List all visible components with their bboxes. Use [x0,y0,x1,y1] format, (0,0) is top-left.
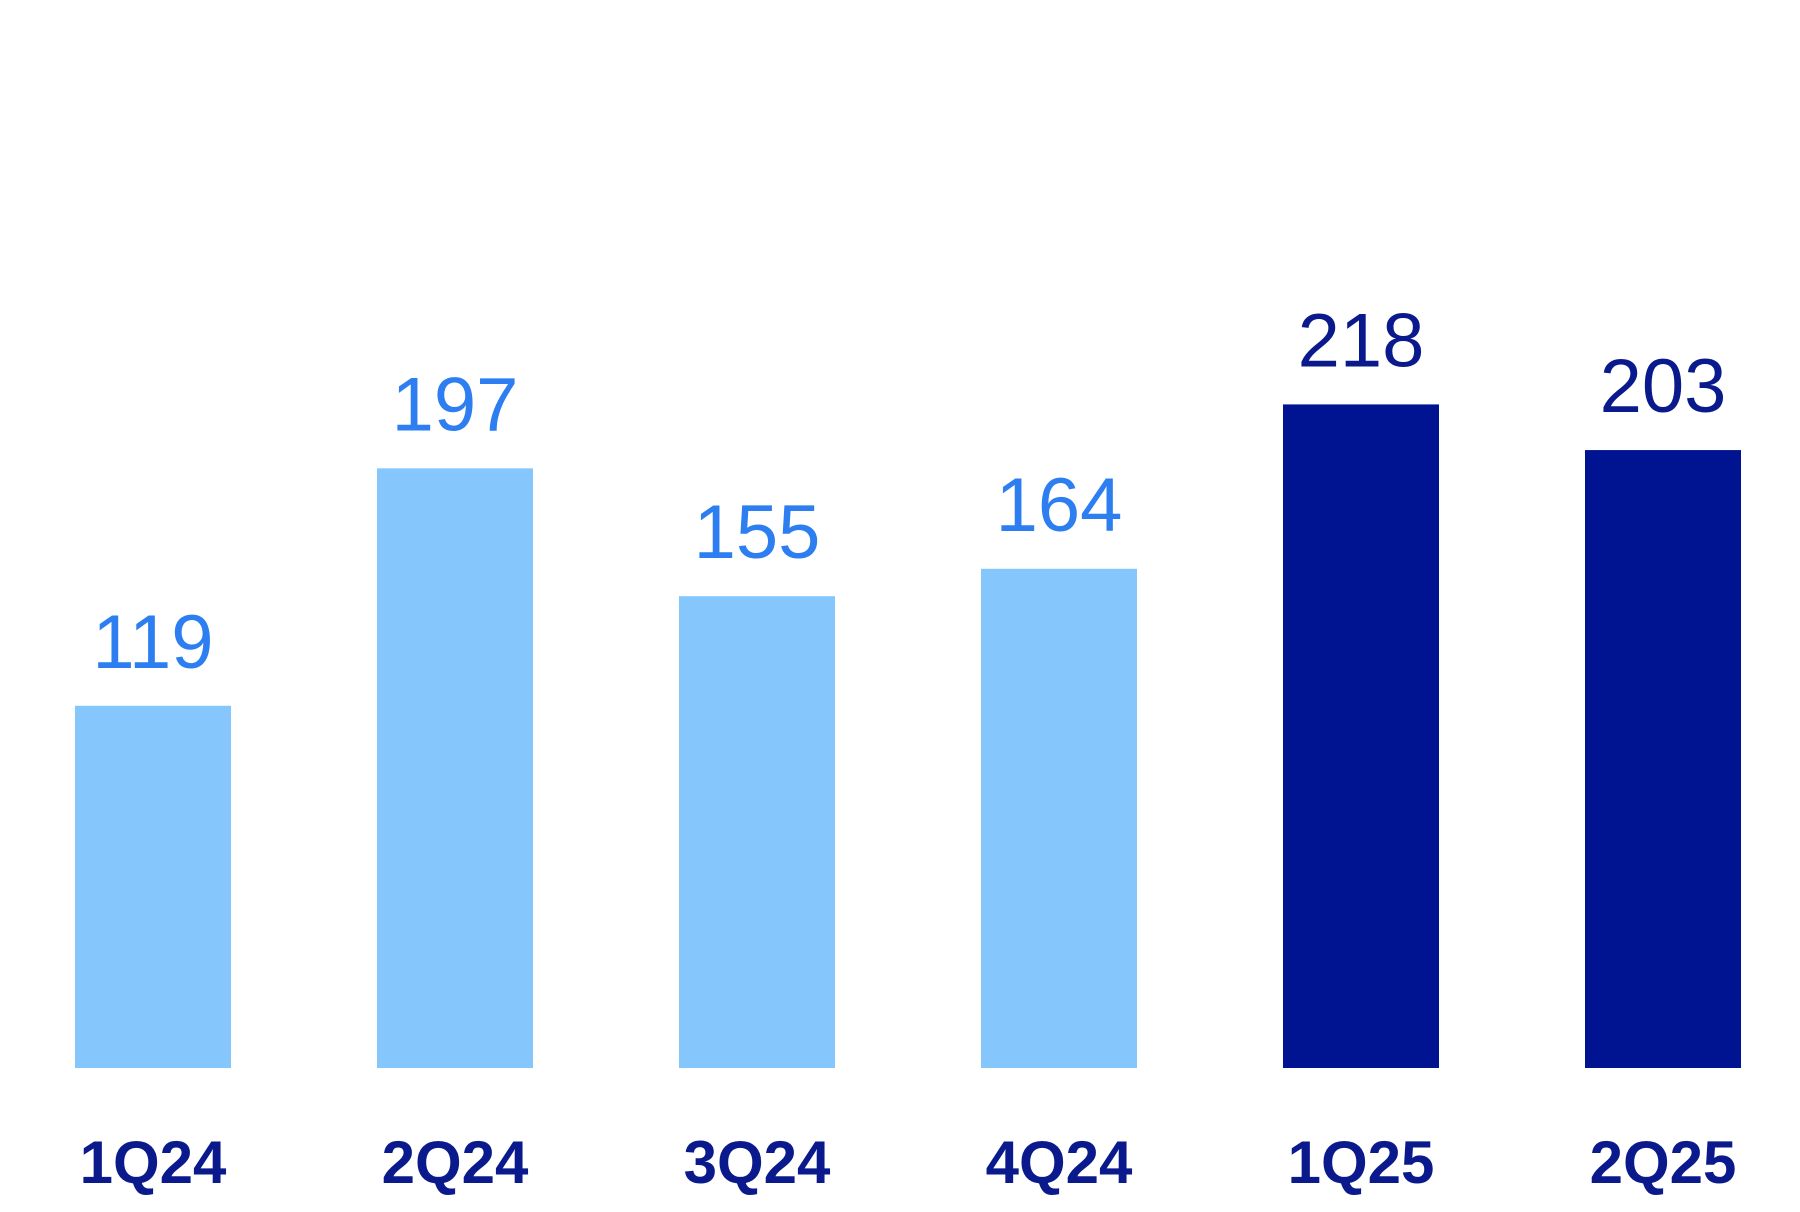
value-label-3q24: 155 [694,490,821,575]
bars-group [75,404,1741,1069]
value-label-4q24: 164 [996,463,1123,548]
value-label-2q24: 197 [392,362,519,447]
category-label-3q24: 3Q24 [684,1129,831,1196]
category-label-1q25: 1Q25 [1288,1129,1435,1196]
category-label-4q24: 4Q24 [986,1129,1133,1196]
bar-2q25 [1585,450,1741,1068]
bar-2q24 [377,468,533,1068]
value-labels-group: 119 197 155 164 218 203 [92,298,1726,684]
category-labels-group: 1Q24 2Q24 3Q24 4Q24 1Q25 2Q25 [80,1129,1737,1196]
bar-3q24 [679,596,835,1068]
bar-4q24 [981,568,1137,1068]
category-label-2q24: 2Q24 [382,1129,529,1196]
value-label-1q25: 218 [1298,298,1425,383]
bar-1q25 [1283,404,1439,1069]
category-label-2q25: 2Q25 [1590,1129,1737,1196]
bar-1q24 [75,705,231,1068]
value-label-2q25: 203 [1600,344,1727,429]
value-label-1q24: 119 [92,600,213,685]
category-label-1q24: 1Q24 [80,1129,227,1196]
